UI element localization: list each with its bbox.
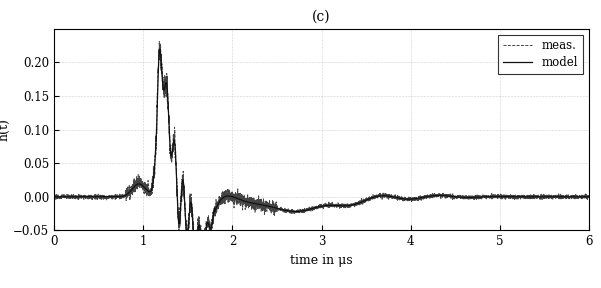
model (156, 47, 163, 51)
meas. (252, 200, 260, 204)
model (178, 194, 185, 198)
meas. (178, 193, 185, 196)
model (581, 195, 588, 198)
meas. (175, 218, 182, 222)
meas. (581, 194, 588, 197)
model (252, 202, 260, 205)
model (180, 188, 188, 192)
meas. (290, 210, 297, 213)
Title: (c): (c) (313, 10, 331, 23)
model (290, 210, 297, 213)
Legend: meas., model: meas., model (498, 35, 583, 74)
model (585, 195, 593, 198)
model (50, 195, 58, 198)
meas. (50, 193, 58, 197)
Y-axis label: h(t): h(t) (0, 118, 10, 141)
meas. (192, 263, 199, 266)
meas. (156, 40, 163, 43)
Line: meas.: meas. (54, 41, 589, 264)
model (200, 249, 207, 253)
X-axis label: time in μs: time in μs (290, 254, 353, 267)
meas. (180, 194, 188, 197)
meas. (585, 195, 593, 198)
Line: model: model (54, 49, 589, 251)
model (175, 218, 182, 221)
